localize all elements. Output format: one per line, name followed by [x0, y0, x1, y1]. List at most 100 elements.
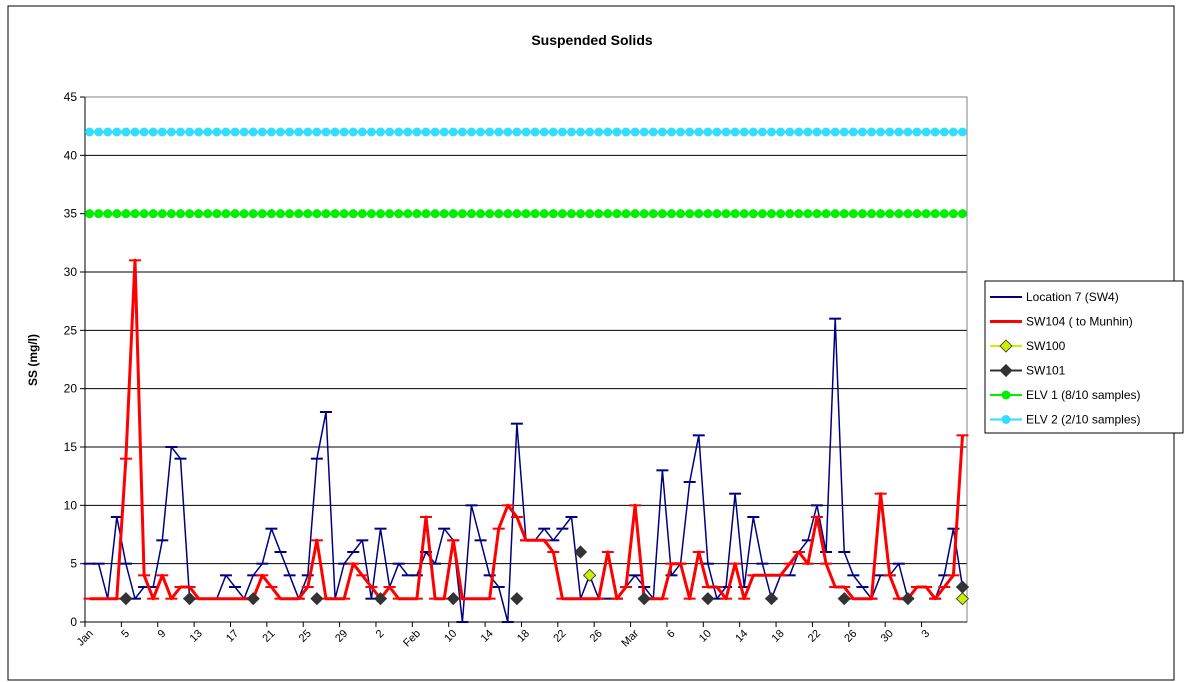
data-point [785, 209, 795, 219]
legend [984, 280, 1184, 434]
data-point [321, 127, 331, 137]
data-point [848, 209, 858, 219]
data-point [703, 127, 713, 137]
y-tick-label: 0 [70, 615, 77, 629]
data-point [203, 209, 213, 219]
data-point [839, 127, 849, 137]
data-point [494, 127, 504, 137]
legend-marker [999, 339, 1013, 353]
data-point [357, 209, 367, 219]
data-point [639, 127, 649, 137]
y-tick-label: 40 [64, 148, 78, 162]
data-point [794, 209, 804, 219]
data-point [348, 209, 358, 219]
data-point [939, 209, 949, 219]
data-point [867, 127, 877, 137]
data-point [412, 127, 422, 137]
data-point [585, 127, 595, 137]
data-point [748, 209, 758, 219]
data-point [666, 209, 676, 219]
data-point [166, 209, 176, 219]
data-point [430, 127, 440, 137]
data-point [803, 127, 813, 137]
data-point [321, 209, 331, 219]
data-point [212, 209, 222, 219]
data-point [957, 209, 967, 219]
data-point [221, 209, 231, 219]
data-point [837, 592, 851, 606]
data-point [939, 127, 949, 137]
data-point [421, 127, 431, 137]
data-point [548, 209, 558, 219]
legend-marker [1001, 390, 1011, 400]
data-point [394, 127, 404, 137]
data-point [912, 209, 922, 219]
data-point [685, 209, 695, 219]
data-point [185, 127, 195, 137]
data-point [366, 127, 376, 137]
data-point [248, 127, 258, 137]
data-point [446, 592, 460, 606]
data-point [112, 209, 122, 219]
data-point [621, 209, 631, 219]
data-point [503, 127, 513, 137]
data-point [112, 127, 122, 137]
data-point [957, 127, 967, 137]
data-point [739, 127, 749, 137]
data-point [121, 127, 131, 137]
data-point [612, 209, 622, 219]
data-point [394, 209, 404, 219]
data-point [630, 127, 640, 137]
data-point [803, 209, 813, 219]
data-point [230, 127, 240, 137]
data-point [239, 209, 249, 219]
data-point [239, 127, 249, 137]
data-point [183, 592, 197, 606]
data-point [639, 209, 649, 219]
data-point [103, 209, 113, 219]
legend-label: ELV 1 (8/10 samples) [1026, 388, 1141, 402]
data-point [339, 127, 349, 137]
data-point [275, 209, 285, 219]
data-point [257, 209, 267, 219]
data-point [757, 127, 767, 137]
data-point [357, 127, 367, 137]
data-point [303, 127, 313, 137]
data-point [166, 127, 176, 137]
data-point [539, 209, 549, 219]
chart-title: Suspended Solids [531, 32, 653, 48]
data-point [573, 545, 588, 559]
data-point [376, 209, 386, 219]
data-point [230, 209, 240, 219]
data-point [657, 127, 667, 137]
data-point [476, 127, 486, 137]
data-point [194, 127, 204, 137]
data-point [603, 209, 613, 219]
data-point [876, 209, 886, 219]
data-point [85, 127, 95, 137]
data-point [921, 127, 931, 137]
data-point [257, 127, 267, 137]
y-tick-label: 30 [64, 265, 78, 279]
data-point [85, 209, 95, 219]
data-point [594, 127, 604, 137]
data-point [175, 127, 185, 137]
data-point [412, 209, 422, 219]
data-point [157, 209, 167, 219]
data-point [637, 592, 651, 606]
data-point [876, 127, 886, 137]
data-point [903, 209, 913, 219]
data-point [148, 127, 158, 137]
data-point [648, 127, 658, 137]
legend-marker [1001, 415, 1011, 424]
data-point [583, 568, 597, 582]
data-point [485, 209, 495, 219]
data-point [739, 209, 749, 219]
data-point [603, 127, 613, 137]
data-point [630, 209, 640, 219]
data-point [119, 592, 133, 606]
data-point [794, 127, 804, 137]
data-point [821, 127, 831, 137]
data-point [403, 127, 413, 137]
